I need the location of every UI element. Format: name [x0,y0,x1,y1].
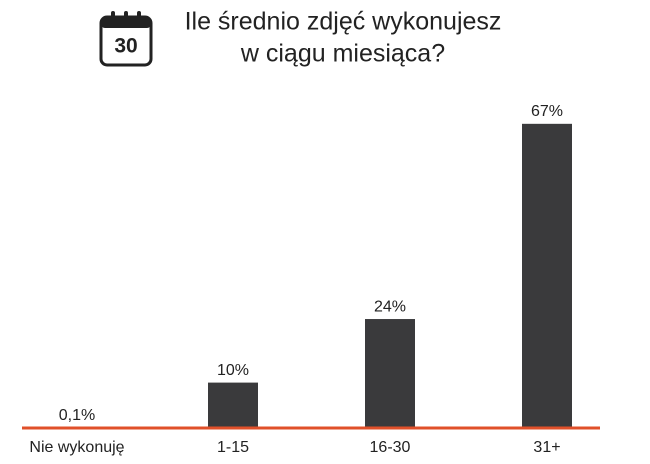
x-tick-label: 1-15 [217,439,249,456]
icon-label: 30 [114,35,137,58]
bar [522,123,572,428]
x-tick-label: 31+ [533,439,560,456]
calendar-icon: 30 [99,11,153,67]
x-tick-label: Nie wykonuję [29,439,124,456]
chart-title: Ile średnio zdjęć wykonujesz [185,8,502,36]
value-label: 24% [374,298,406,315]
value-label: 10% [217,362,249,379]
x-tick-label: 16-30 [370,439,411,456]
value-label: 0,1% [59,407,95,424]
value-label: 67% [531,103,563,120]
bar [365,319,415,428]
bar [208,382,258,428]
chart-title: w ciągu miesiąca? [240,40,445,68]
